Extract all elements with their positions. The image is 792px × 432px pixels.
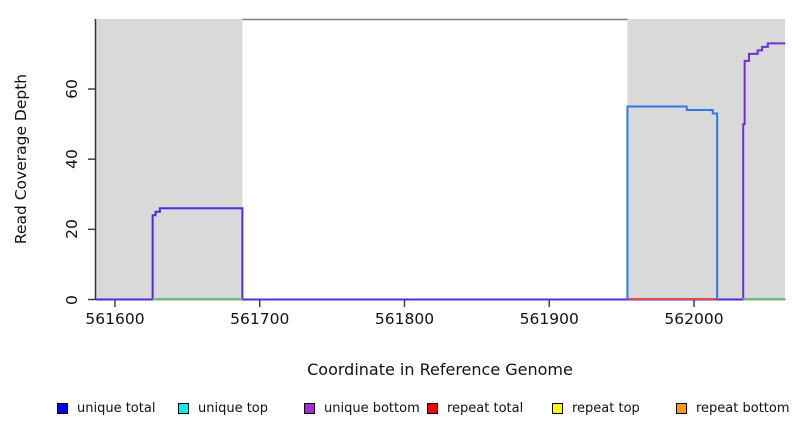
x-axis-title: Coordinate in Reference Genome [307,360,573,379]
y-tick-label: 20 [63,219,81,240]
series-unique-bottom-right [742,42,786,300]
legend-label: unique top [198,400,269,416]
legend-item-repeat-total: repeat total [427,400,524,416]
x-tick-label: 562000 [664,310,724,328]
legend-swatch-icon [178,402,189,414]
highlight-region [627,19,786,300]
x-tick-label: 561700 [230,310,290,328]
series-unique-bottom-left [96,207,744,301]
legend-item-unique-total: unique total [57,400,156,416]
highlight-region [96,19,243,300]
legend-swatch-icon [552,402,563,414]
legend-swatch-icon [57,402,68,414]
legend-label: unique bottom [324,400,420,416]
legend-label: unique total [77,400,156,416]
legend-label: repeat top [572,400,640,416]
legend-label: repeat total [447,400,524,416]
series-unique-total [626,105,719,300]
y-tick-label: 0 [63,294,81,305]
x-tick-label: 561600 [85,310,145,328]
legend-item-repeat-top: repeat top [552,400,640,416]
y-tick-label: 40 [63,149,81,170]
x-tick-label: 561800 [374,310,435,328]
legend-swatch-icon [427,402,438,414]
y-tick-label: 60 [63,79,81,99]
legend-item-unique-bottom: unique bottom [304,400,420,416]
x-tick-label: 561900 [519,310,579,328]
legend-swatch-icon [676,402,687,414]
legend-swatch-icon [304,402,315,414]
legend-label: repeat bottom [696,400,790,416]
y-axis-title: Read Coverage Depth [12,73,30,245]
legend-item-unique-top: unique top [178,400,269,416]
legend-item-repeat-bottom: repeat bottom [676,400,790,416]
